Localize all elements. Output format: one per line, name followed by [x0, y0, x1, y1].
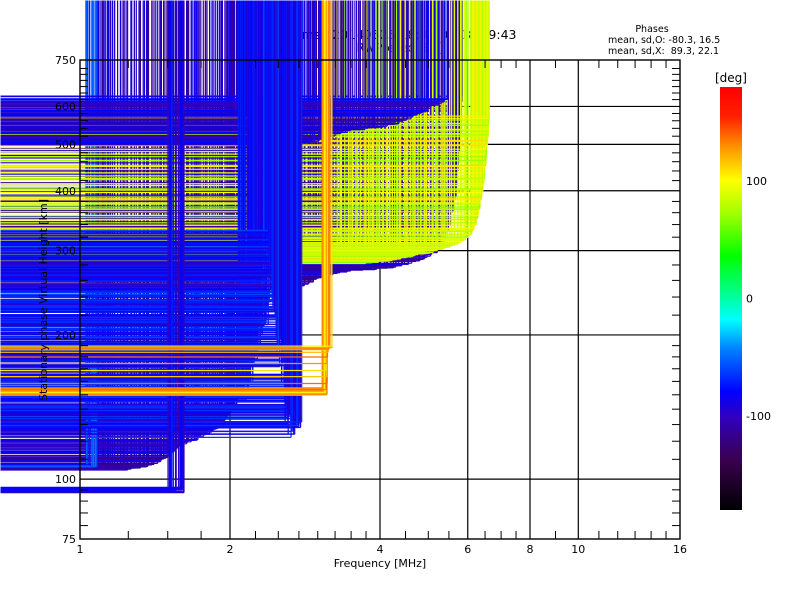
x-tick-label: 6 — [464, 543, 471, 556]
y-tick-label: 750 — [55, 54, 76, 67]
x-tick-label: 8 — [527, 543, 534, 556]
y-tick-label: 500 — [55, 138, 76, 151]
y-tick-label: 75 — [62, 533, 76, 546]
axis-ticks — [80, 60, 680, 539]
data-point — [0, 0, 274, 308]
stats-heading: Phases — [635, 24, 669, 35]
data-point — [0, 0, 485, 174]
data-point — [0, 0, 199, 441]
stats-line-x: mean, sd,X: 89.3, 22.1 — [608, 46, 720, 57]
data-point — [0, 0, 478, 213]
colorbar — [720, 87, 742, 510]
data-point — [0, 0, 486, 153]
data-point — [0, 0, 184, 493]
colorbar-tick-label: 100 — [746, 175, 767, 188]
x-tick-label: 2 — [227, 543, 234, 556]
x-tick-label: 4 — [377, 543, 384, 556]
data-point — [0, 0, 481, 204]
data-point — [0, 0, 288, 410]
data-point — [0, 0, 412, 120]
data-point — [0, 0, 98, 468]
x-axis-label: Frequency [MHz] — [334, 557, 426, 570]
y-tick-label: 100 — [55, 473, 76, 486]
y-tick-labels: 75 100 200 300 400 500 600 750 — [55, 54, 76, 546]
data-point — [0, 0, 336, 137]
colorbar-label: [deg] — [715, 71, 747, 85]
colorbar-tick-label: -100 — [746, 410, 771, 423]
x-tick-label: 1 — [77, 543, 84, 556]
data-point — [0, 0, 269, 233]
colorbar-tick-label: 0 — [746, 293, 753, 306]
data-point — [0, 0, 275, 313]
data-point — [0, 0, 482, 200]
y-tick-label: 600 — [55, 100, 76, 113]
data-point — [0, 0, 333, 347]
data-point — [0, 0, 271, 276]
data-point — [0, 0, 489, 126]
data-point — [0, 0, 281, 360]
y-tick-label: 400 — [55, 185, 76, 198]
data-point — [0, 0, 298, 426]
data-point — [0, 0, 432, 109]
data-point — [0, 0, 400, 125]
data-point — [0, 0, 302, 429]
data-point — [0, 0, 448, 100]
data-point — [0, 0, 484, 190]
data-point — [0, 0, 458, 180]
x-tick-label: 10 — [571, 543, 585, 556]
data-point — [0, 0, 388, 127]
data-point — [0, 0, 303, 423]
y-tick-label: 300 — [55, 245, 76, 258]
y-axis-label: Stationary phase Virtual Height [km] — [37, 199, 50, 401]
plot-frame — [79, 59, 681, 540]
y-tick-label: 200 — [55, 329, 76, 342]
data-points — [0, 0, 490, 494]
plot-border — [79, 59, 681, 540]
stats-line-o: mean, sd,O: -80.3, 16.5 — [608, 35, 721, 46]
data-point — [0, 0, 300, 428]
x-tick-label: 16 — [673, 543, 687, 556]
data-point — [0, 0, 293, 433]
data-point — [0, 0, 475, 230]
data-point — [0, 0, 327, 372]
colorbar-ticks: 100 0 -100 — [746, 175, 771, 423]
x-tick-labels: 1 2 4 6 8 10 16 — [77, 543, 688, 556]
data-point — [0, 0, 474, 229]
data-point — [0, 0, 272, 271]
data-point — [0, 0, 295, 435]
data-point — [0, 0, 346, 133]
data-point — [0, 0, 442, 105]
